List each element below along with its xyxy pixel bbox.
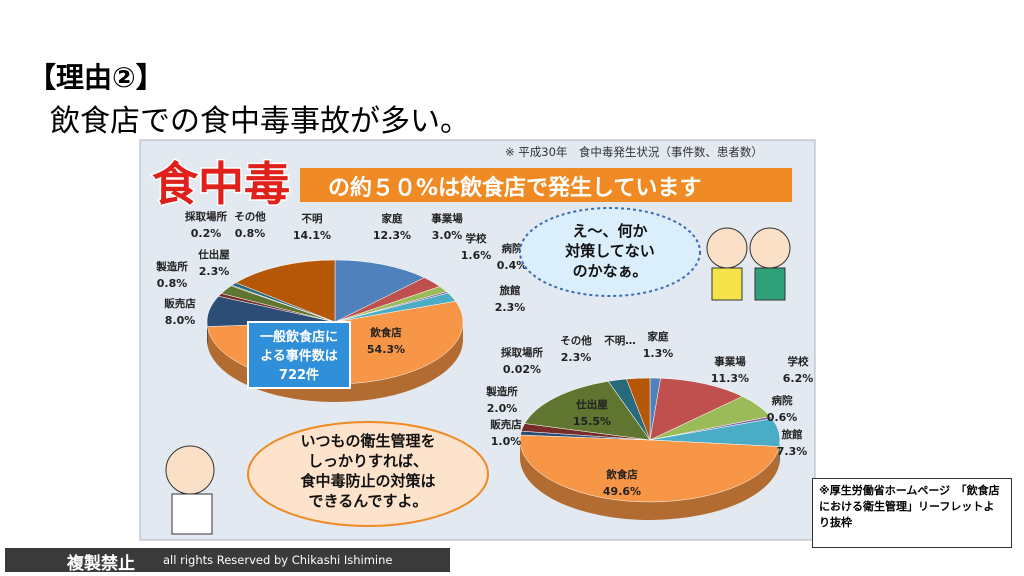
slice-label: 仕出屋 [575, 398, 608, 411]
slice-value: 1.6% [461, 249, 492, 262]
child-body [711, 267, 743, 301]
banner-big: 食中毒 [152, 157, 290, 211]
slice-label: 学校 [466, 232, 487, 245]
child-face [706, 227, 748, 269]
slice-label: 家庭 [382, 212, 403, 225]
callout-line: 一般飲食店に [260, 329, 338, 345]
slice-label: 病院 [772, 394, 793, 407]
pie-slice [524, 381, 651, 441]
source: ※厚生労働省ホームページ 「飲食店における衛生管理」リーフレットより抜枠 [812, 478, 1012, 548]
slice-value: 1.3% [643, 347, 674, 360]
teacher-body [171, 493, 213, 535]
child-face [749, 227, 791, 269]
footer-label: 複製禁止 [67, 554, 135, 574]
bubble-line: いつもの衛生管理を [300, 432, 435, 450]
slice-value: 49.6% [603, 485, 641, 498]
slice-value: 14.1% [293, 229, 331, 242]
bubble-teacher [247, 421, 489, 527]
pie-slice [334, 259, 425, 323]
slice-value: 0.2% [191, 227, 222, 240]
bubble-line: のかなぁ。 [573, 262, 648, 280]
banner-bar [300, 168, 792, 202]
banner-text: の約５０%は飲食店で発生しています [328, 175, 701, 201]
slice-label: 飲食店 [369, 326, 402, 339]
slice-label: 不明 [302, 213, 323, 225]
pie-slice [626, 377, 651, 441]
slice-value: 8.0% [165, 314, 196, 327]
slice-value: 2.3% [199, 265, 230, 278]
slice-value: 2.3% [561, 351, 592, 364]
slice-label: 採取場所 [501, 346, 543, 359]
slice-label: 学校 [788, 355, 809, 368]
slice-label: 販売店 [490, 418, 522, 431]
slice-label: 旅館 [500, 284, 521, 297]
slice-label: 病院 [502, 242, 523, 255]
bubble-line: 対策してない [564, 242, 655, 260]
slice-label: 製造所 [485, 385, 518, 398]
slice-label: その他 [560, 334, 592, 347]
slice-label: 仕出屋 [197, 248, 230, 261]
bubble-child [519, 207, 701, 297]
bubble-line: しっかりすれば、 [308, 452, 428, 470]
slice-value: 7.3% [777, 445, 808, 458]
bubble-line: できるんですよ。 [309, 492, 428, 510]
pie-slice [519, 434, 780, 503]
slice-value: 1.0% [491, 435, 522, 448]
callout-line: よる事件数は [260, 348, 338, 364]
slice-label: 不明… [604, 335, 636, 347]
slice-value: 54.3% [367, 343, 405, 356]
bubble-line: え～、何か [572, 222, 647, 240]
title-tag: 【理由②】 [28, 61, 164, 94]
callout-box [247, 321, 351, 389]
slice-value: 0.8% [157, 277, 188, 290]
slice-value: 2.3% [495, 301, 526, 314]
slice-value: 0.02% [503, 363, 541, 376]
slice-value: 11.3% [711, 372, 749, 385]
teacher-face [165, 445, 215, 495]
note: ※ 平成30年 食中毒発生状況（事件数、患者数） [505, 145, 763, 159]
slice-label: その他 [234, 210, 266, 223]
slice-label: 飲食店 [605, 468, 638, 481]
slice-label: 販売店 [164, 297, 196, 310]
slice-label: 事業場 [714, 355, 746, 368]
slice-value: 0.8% [235, 227, 266, 240]
slice-value: 2.0% [487, 402, 518, 415]
slice-label: 事業場 [431, 212, 463, 225]
copyright: all rights Reserved by Chikashi Ishimine [163, 553, 393, 567]
footer: 複製禁止 all rights Reserved by Chikashi Ish… [5, 548, 450, 574]
slice-value: 12.3% [373, 229, 411, 242]
heading: 飲食店での食中毒事故が多い。 [50, 104, 470, 139]
slice-label: 採取場所 [185, 210, 227, 223]
slice-value: 15.5% [573, 415, 611, 428]
child-body [754, 267, 786, 301]
bubble-line: 食中毒防止の対策は [300, 472, 435, 490]
slice-value: 6.2% [783, 372, 814, 385]
callout-line: 722件 [279, 367, 319, 383]
slice-value: 0.4% [497, 259, 528, 272]
slice-label: 家庭 [648, 330, 669, 343]
pie-slice [235, 259, 336, 323]
slice-label: 製造所 [155, 260, 188, 273]
pie-slice [649, 377, 744, 441]
slice-value: 3.0% [432, 229, 463, 242]
slice-value: 0.6% [767, 411, 798, 424]
slice-label: 旅館 [782, 428, 803, 441]
